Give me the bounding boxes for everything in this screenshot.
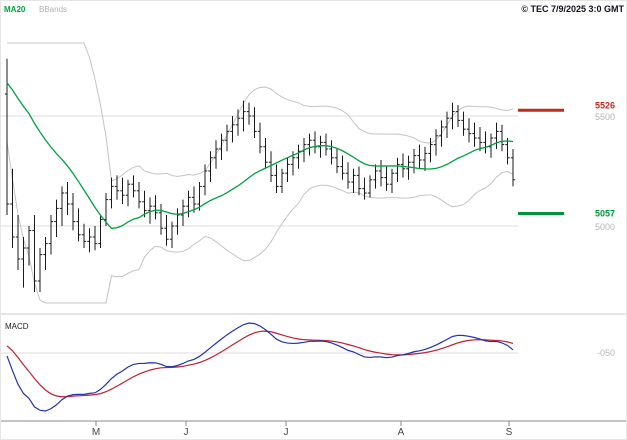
macd-layer: [6, 322, 514, 412]
month-label-4: S: [506, 427, 513, 438]
macd-panel-label: MACD: [5, 322, 29, 331]
bb-lower-line: [6, 141, 514, 304]
resistance-label: 5526: [595, 100, 615, 110]
copyright-label: © TEC 7/9/2025 3:0 GMT: [521, 4, 624, 14]
bollinger-bands-layer: [6, 42, 514, 304]
macd-signal-line: [6, 330, 514, 398]
macd-axis-label: -050: [597, 348, 615, 358]
macd-line: [6, 322, 514, 412]
month-label-0: M: [92, 427, 100, 438]
price-bars-layer: [4, 58, 516, 292]
support-resistance-layer: [518, 108, 564, 215]
bbands-legend-label: BBands: [39, 5, 67, 14]
x-axis-layer: [1, 420, 626, 426]
price-gridline-label-5500: 5500: [595, 112, 615, 122]
month-label-1: J: [184, 427, 189, 438]
support-label: 5057: [595, 208, 615, 218]
bb-upper-line: [7, 42, 514, 182]
gridlines-layer: [1, 115, 626, 354]
month-label-2: J: [284, 427, 289, 438]
month-label-3: A: [398, 427, 405, 438]
price-gridline-label-5000: 5000: [595, 222, 615, 232]
ma20-layer: [6, 82, 514, 230]
ma20-line: [6, 82, 514, 230]
ma20-legend-label: MA20: [4, 5, 26, 14]
